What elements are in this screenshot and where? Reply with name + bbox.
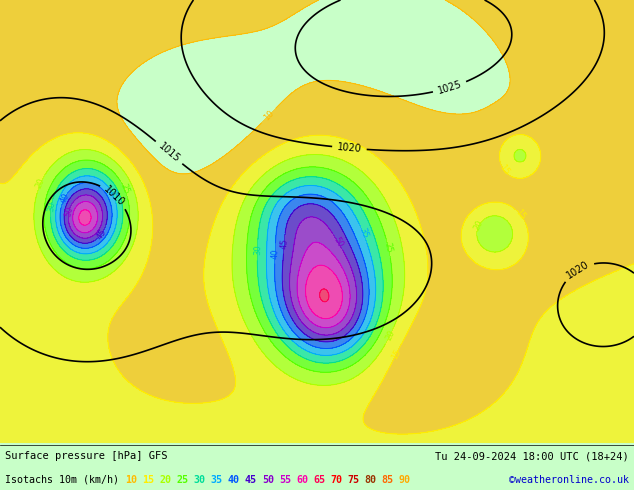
Text: 1020: 1020 <box>565 259 591 281</box>
Text: 30: 30 <box>193 475 205 485</box>
Text: 40: 40 <box>58 191 71 205</box>
Text: ©weatheronline.co.uk: ©weatheronline.co.uk <box>509 475 629 485</box>
Text: 1025: 1025 <box>436 79 463 96</box>
Text: 15: 15 <box>142 475 154 485</box>
Text: 45: 45 <box>245 475 257 485</box>
Text: 40: 40 <box>270 248 280 259</box>
Text: Surface pressure [hPa] GFS: Surface pressure [hPa] GFS <box>5 451 167 461</box>
Text: 25: 25 <box>383 242 394 254</box>
Text: Isotachs 10m (km/h): Isotachs 10m (km/h) <box>5 475 125 485</box>
Text: 20: 20 <box>472 219 485 232</box>
Text: 30: 30 <box>46 201 56 213</box>
Text: 40: 40 <box>228 475 240 485</box>
Text: 15: 15 <box>514 208 527 221</box>
Text: 55: 55 <box>279 475 291 485</box>
Text: 65: 65 <box>313 475 325 485</box>
Text: 70: 70 <box>330 475 342 485</box>
Text: 30: 30 <box>253 245 262 255</box>
Text: 20: 20 <box>34 177 47 190</box>
Text: 15: 15 <box>497 163 511 177</box>
Text: 50: 50 <box>262 475 274 485</box>
Text: 20: 20 <box>159 475 171 485</box>
Text: 60: 60 <box>296 475 308 485</box>
Text: 10: 10 <box>262 109 276 122</box>
Text: 50: 50 <box>63 205 75 218</box>
Text: 1020: 1020 <box>337 142 362 154</box>
Text: 90: 90 <box>399 475 411 485</box>
Text: 35: 35 <box>357 227 370 240</box>
Text: 25: 25 <box>176 475 188 485</box>
Text: 15: 15 <box>390 347 403 361</box>
Text: 1015: 1015 <box>157 141 181 165</box>
Text: 45: 45 <box>280 238 289 249</box>
Text: 75: 75 <box>347 475 359 485</box>
Text: 35: 35 <box>107 188 119 201</box>
Text: 20: 20 <box>384 328 396 342</box>
Text: 10: 10 <box>125 475 137 485</box>
Text: 50: 50 <box>332 236 345 249</box>
Text: 85: 85 <box>382 475 394 485</box>
Text: Tu 24-09-2024 18:00 UTC (18+24): Tu 24-09-2024 18:00 UTC (18+24) <box>435 451 629 461</box>
Text: 45: 45 <box>95 227 108 241</box>
Text: 35: 35 <box>210 475 223 485</box>
Text: 80: 80 <box>365 475 377 485</box>
Text: 1010: 1010 <box>102 184 127 208</box>
Text: 25: 25 <box>119 182 131 196</box>
